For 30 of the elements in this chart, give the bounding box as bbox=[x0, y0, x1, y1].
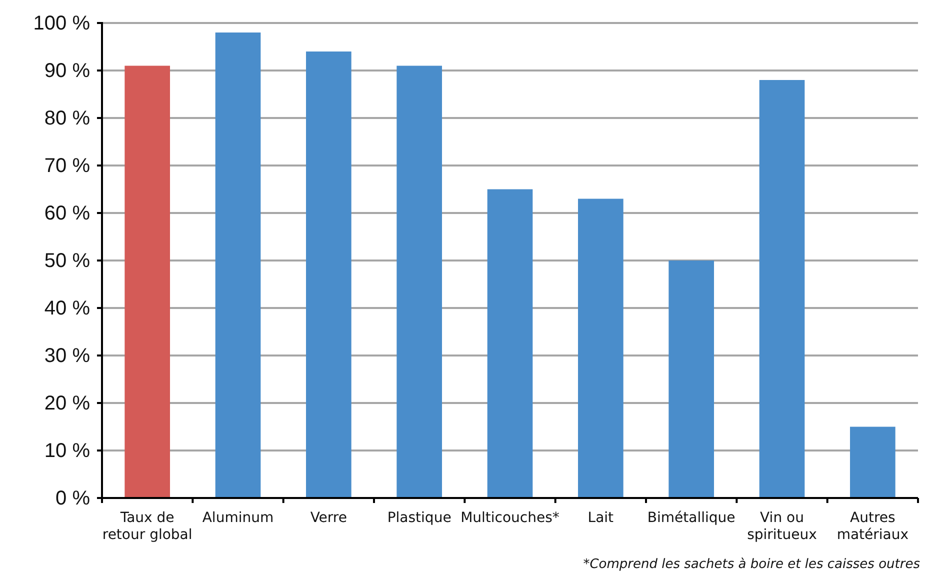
bar bbox=[668, 260, 714, 498]
x-tick-label: Verre bbox=[310, 510, 348, 526]
y-tick-label: 60 % bbox=[44, 202, 90, 224]
x-tick-label: Aluminum bbox=[202, 510, 274, 526]
bar bbox=[578, 198, 624, 498]
y-tick-label: 50 % bbox=[44, 250, 90, 272]
x-tick-label: Vin ou spiritueux bbox=[747, 510, 817, 543]
bar bbox=[396, 66, 442, 498]
y-tick-label: 0 % bbox=[56, 487, 90, 510]
bar bbox=[306, 52, 352, 498]
bar bbox=[850, 426, 896, 498]
text: *Comprend les sachets à boire et les caisses outres bbox=[583, 557, 920, 572]
bar bbox=[487, 189, 533, 498]
x-tick-label: Bimétallique bbox=[647, 510, 736, 526]
y-tick-label: 90 % bbox=[44, 60, 90, 82]
x-tick-label: Taux de retour global bbox=[102, 510, 192, 543]
y-tick-label: 80 % bbox=[44, 107, 90, 130]
x-tick-label: Plastique bbox=[387, 510, 452, 526]
bar bbox=[759, 80, 805, 498]
x-tick-label: Autres matériaux bbox=[836, 510, 909, 543]
y-tick-label: 100 % bbox=[33, 12, 90, 34]
x-tick-label: Multicouches* bbox=[460, 510, 560, 526]
y-tick-label: 70 % bbox=[44, 154, 90, 177]
y-tick-label: 10 % bbox=[44, 440, 90, 462]
y-tick-label: 20 % bbox=[44, 392, 90, 414]
bar bbox=[124, 66, 170, 498]
x-tick-label: Lait bbox=[588, 510, 614, 526]
bar bbox=[215, 32, 261, 498]
y-tick-label: 30 % bbox=[44, 344, 90, 367]
y-tick-label: 40 % bbox=[44, 297, 90, 320]
